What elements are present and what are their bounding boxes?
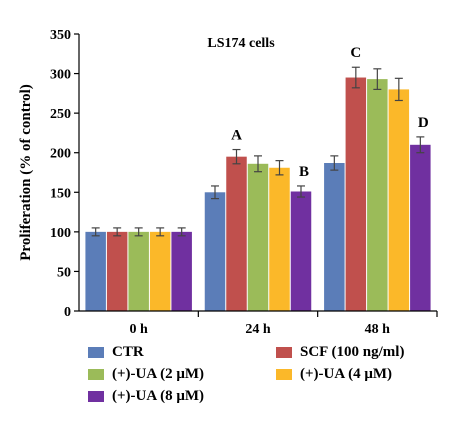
annotation-label: D: [418, 115, 429, 131]
bar-0h-series-4: [171, 231, 192, 311]
bar-0h-series-1: [106, 231, 128, 311]
bar-24h-series-1: [226, 156, 247, 311]
bar-24h-series-2: [247, 163, 269, 311]
y-ticks-group: 0 50 100 150 200 250 300 350: [50, 28, 79, 320]
x-tick-label: 0 h: [130, 322, 149, 337]
y-tick-label: 100: [50, 226, 71, 241]
x-tick-label: 48 h: [365, 322, 391, 337]
bar-48h-series-2: [367, 79, 388, 312]
y-tick-label: 150: [50, 186, 71, 201]
bar-48h-series-3: [388, 89, 410, 312]
bar-0h-series-2: [128, 231, 149, 311]
y-tick-label: 200: [50, 147, 71, 162]
annotation-label: A: [231, 128, 242, 144]
chart-title: LS174 cells: [207, 36, 275, 51]
bar-48h-series-0: [324, 163, 345, 311]
bar-0h-series-3: [149, 231, 171, 311]
bar-24h-series-0: [204, 192, 226, 311]
annotations-group: A B C D: [231, 45, 429, 180]
annotation-label: C: [350, 45, 361, 61]
y-tick-label: 250: [50, 107, 71, 122]
y-axis-label: Proliferation (% of control): [18, 84, 34, 260]
annotation-label: B: [299, 164, 309, 180]
bar-48h-series-4: [410, 144, 431, 311]
y-tick-label: 50: [57, 265, 71, 280]
y-tick-label: 350: [50, 28, 71, 43]
bar-48h-series-1: [345, 77, 367, 312]
y-tick-label: 300: [50, 68, 71, 83]
bar-24h-series-3: [269, 167, 290, 311]
error-bars-group: [91, 66, 425, 237]
y-tick-label: 0: [64, 305, 71, 320]
x-ticks-group: 0 h 24 h 48 h: [130, 311, 438, 337]
bars-group: [85, 77, 431, 312]
bar-24h-series-4: [290, 191, 312, 311]
bar-0h-series-0: [85, 231, 106, 311]
x-tick-label: 24 h: [245, 322, 271, 337]
